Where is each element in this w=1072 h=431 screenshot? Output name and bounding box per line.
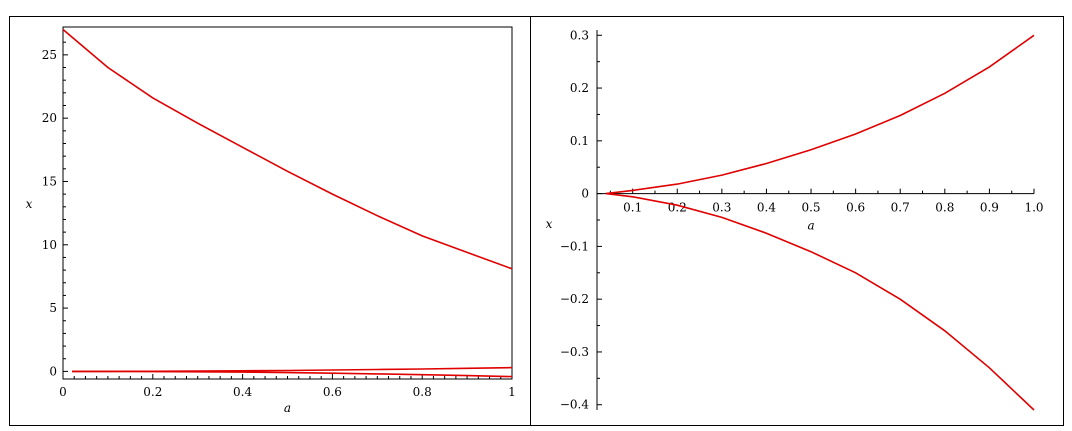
chart2-y-tick-label: −0.1 [560,239,589,253]
chart2-x-axis-title: a [807,219,814,233]
chart1-y-tick-label: 5 [49,301,57,315]
chart1-y-tick-label: 0 [49,364,57,378]
left-panel-frame [9,16,531,426]
chart1-y-tick-label: 10 [42,238,57,252]
chart1-y-tick-label: 20 [42,111,57,125]
right-panel-frame [530,16,1064,426]
chart2-x-tick-label: 0.4 [757,201,776,215]
chart1-plot-box [62,26,513,380]
chart2-y-tick-label: 0.2 [570,81,589,95]
chart2-x-tick-label: 0.5 [801,201,820,215]
chart1-x-tick-label: 0 [59,385,67,399]
chart2-series-2-line [605,192,1035,411]
chart2-series-1-line [605,34,1035,195]
chart2-x-tick-label: 0.9 [980,201,999,215]
chart2-x-tick-label: 1.0 [1024,201,1043,215]
chart1-series-1-line [62,28,513,270]
chart2-y-tick-label: 0.1 [570,134,589,148]
chart2-y-tick-label: −0.2 [560,292,589,306]
chart1-x-axis-title: a [284,401,291,415]
chart1-y-axis-title: x [26,197,33,211]
chart2-y-tick-label: −0.3 [560,345,589,359]
chart2-x-tick-label: 0.3 [712,201,731,215]
chart2-y-tick-label: 0 [581,187,589,201]
right-plot: 0.30.20.10−0.1−0.2−0.3−0.40.1 0.2 0.3 0.4 0.… [546,28,1044,411]
chart2-y-axis-title: x [546,217,553,231]
chart2-x-tick-label: 0.6 [846,201,865,215]
chart1-x-tick-label: 0.2 [143,385,162,399]
chart2-y-tick-label: 0.3 [570,28,589,42]
chart1-series-3-line [72,370,513,378]
chart2-y-tick-label: −0.4 [560,398,590,412]
left-plot: 0 5 10 15 20 25 0 0.2 0.4 0.6 0.8 1 a x [26,26,516,415]
chart1-y-tick-label: 25 [42,48,57,62]
chart1-y-tick-label: 15 [42,174,57,188]
chart2-x-tick-label: 0.1 [623,201,642,215]
chart1-x-tick-label: 0.4 [233,385,252,399]
chart2-x-tick-label: 0.7 [891,201,910,215]
chart1-x-tick-label: 0.6 [323,385,342,399]
chart1-x-tick-label: 0.8 [413,385,432,399]
chart1-x-tick-label: 1 [508,385,516,399]
chart2-x-tick-label: 0.8 [935,201,954,215]
